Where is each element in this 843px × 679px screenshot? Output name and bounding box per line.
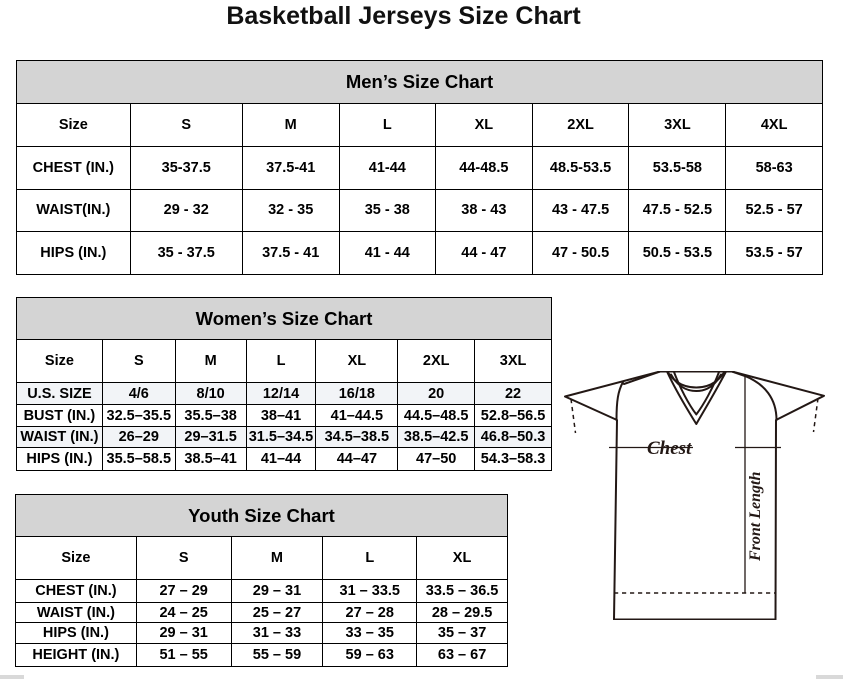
svg-text:Front Length: Front Length xyxy=(747,472,764,562)
svg-text:Chest: Chest xyxy=(647,438,692,459)
